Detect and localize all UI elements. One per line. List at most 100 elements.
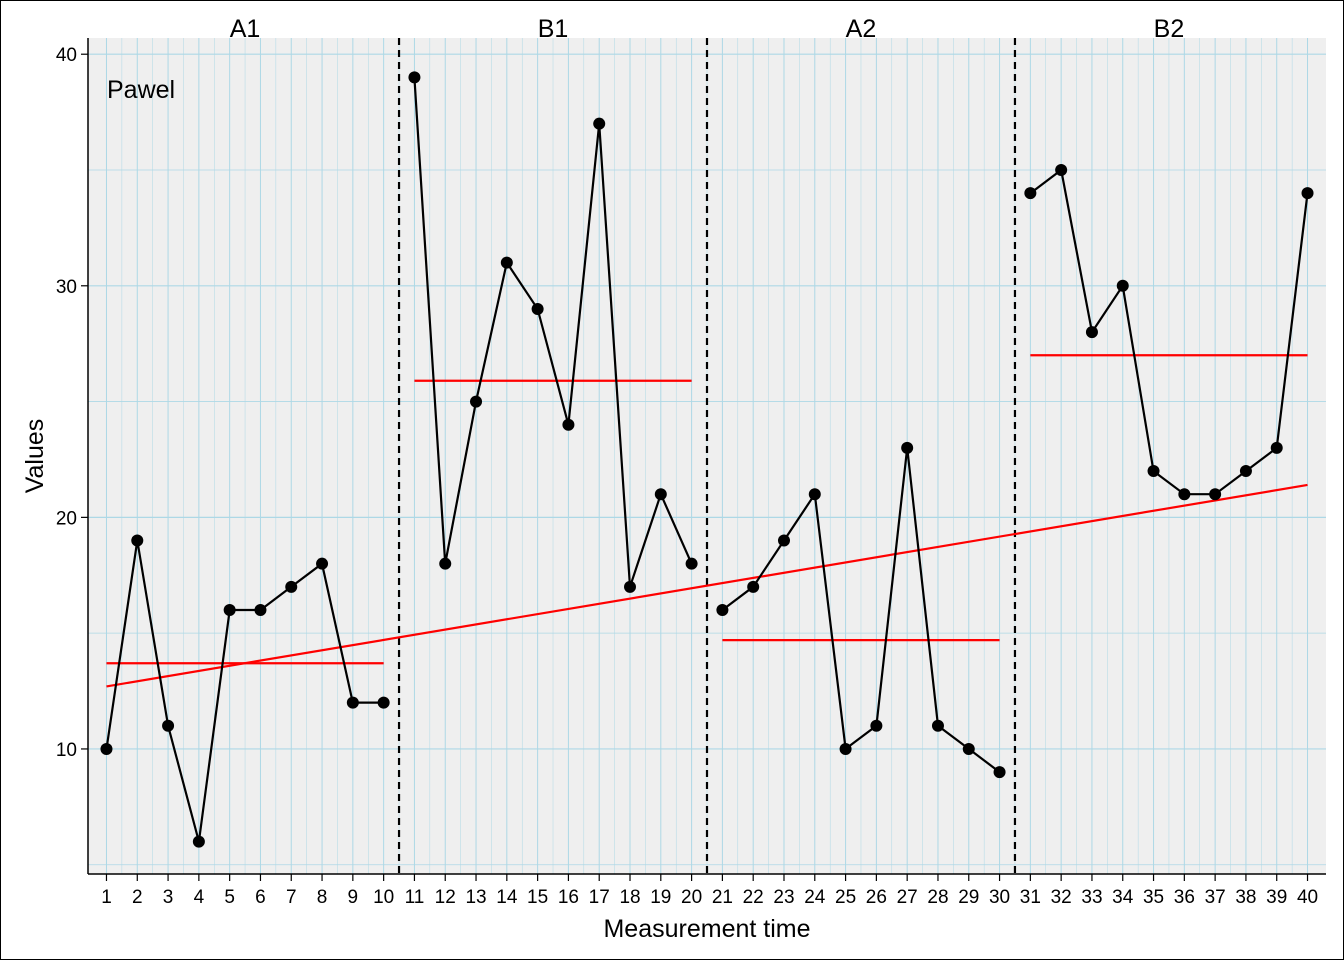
- series-line: [413, 77, 693, 588]
- data-point: [839, 742, 852, 755]
- series-line: [105, 540, 384, 842]
- x-tick-label: 23: [773, 887, 794, 908]
- data-point: [408, 71, 421, 84]
- x-tick-label: 40: [1297, 887, 1318, 908]
- trend-line: [106, 483, 1308, 688]
- x-tick-label: 33: [1081, 887, 1102, 908]
- x-tick-label: 31: [1020, 887, 1041, 908]
- x-tick-label: 13: [465, 887, 486, 908]
- x-tick-label: 37: [1205, 887, 1226, 908]
- phase-label: A1: [230, 15, 261, 43]
- x-tick-label: 22: [743, 887, 764, 908]
- data-point: [531, 302, 544, 315]
- x-tick-label: 10: [373, 887, 394, 908]
- data-point: [470, 395, 483, 408]
- grid-layer: [88, 38, 1326, 874]
- x-tick-label: 39: [1266, 887, 1287, 908]
- x-tick-label: 27: [897, 887, 918, 908]
- x-tick-label: 38: [1235, 887, 1256, 908]
- data-point: [870, 719, 883, 732]
- data-point: [1116, 279, 1129, 292]
- x-axis-title: Measurement time: [603, 915, 810, 943]
- x-tick-label: 8: [317, 887, 328, 908]
- data-point: [562, 418, 575, 431]
- x-tick-label: 26: [866, 887, 887, 908]
- x-tick-label: 30: [989, 887, 1010, 908]
- x-tick-label: 7: [286, 887, 297, 908]
- axes: 1 2 3 4 5 6 7 8 9 10 11 12 13 14 15 16 17 18 19 20 21 22 23 24 2…: [56, 38, 1326, 908]
- data-point: [1270, 441, 1283, 454]
- x-tick-label: 25: [835, 887, 856, 908]
- data-point: [1301, 187, 1314, 200]
- data-point: [254, 604, 267, 616]
- x-tick-label: 3: [163, 887, 174, 908]
- x-tick-label: 28: [927, 887, 948, 908]
- data-point: [500, 256, 513, 269]
- data-point: [131, 534, 144, 547]
- x-tick-label: 24: [804, 887, 826, 908]
- x-tick-label: 19: [650, 887, 671, 908]
- x-tick-label: 4: [194, 887, 205, 908]
- data-point: [931, 719, 944, 732]
- data-point: [192, 835, 205, 848]
- y-tick-label: 10: [56, 740, 77, 761]
- data-point: [1085, 326, 1098, 339]
- data-point: [901, 441, 914, 454]
- data-point: [100, 742, 113, 755]
- y-axis-title: Values: [21, 419, 49, 494]
- data-point: [808, 488, 821, 501]
- labels: Pawel Measurement time Values A1 B1 A2 B2: [21, 15, 1184, 943]
- phase-label: A2: [846, 15, 877, 43]
- x-tick-label: 16: [558, 887, 579, 908]
- case-label: Pawel: [107, 76, 175, 104]
- data-point: [1178, 488, 1191, 501]
- x-tick-label: 12: [435, 887, 456, 908]
- data-point: [162, 719, 175, 732]
- x-tick-label: 35: [1143, 887, 1164, 908]
- data-point: [654, 488, 667, 501]
- phase-boundaries: [397, 38, 1017, 874]
- data-point: [439, 557, 452, 570]
- x-tick-label: 6: [255, 887, 266, 908]
- x-tick-label: 21: [712, 887, 733, 908]
- x-tick-label: 2: [132, 887, 143, 908]
- x-tick-label: 9: [348, 887, 359, 908]
- phase-label: B1: [538, 15, 569, 43]
- data-point: [223, 604, 236, 616]
- x-tick-label: 5: [224, 887, 235, 908]
- y-tick-label: 20: [56, 508, 77, 529]
- x-tick-label: 18: [619, 887, 640, 908]
- y-tick-label: 30: [56, 277, 77, 298]
- data-point: [747, 580, 760, 593]
- x-tick-label: 14: [496, 887, 518, 908]
- data-point: [993, 766, 1006, 779]
- data-point: [685, 557, 698, 570]
- data-point: [377, 696, 390, 709]
- x-tick-label: 11: [405, 887, 425, 908]
- data-point: [316, 557, 329, 570]
- data-point: [1055, 164, 1068, 176]
- data-point: [1024, 187, 1037, 200]
- x-tick-label: 15: [527, 887, 548, 908]
- data-point: [624, 580, 637, 593]
- series-layer: [100, 71, 1314, 848]
- data-point: [962, 742, 975, 755]
- x-tick-label: 17: [589, 887, 610, 908]
- data-point: [716, 604, 729, 616]
- series-line: [1029, 168, 1309, 496]
- x-tick-label: 34: [1112, 887, 1134, 908]
- series-line: [721, 447, 1001, 773]
- data-point: [593, 117, 606, 130]
- data-point: [1147, 465, 1160, 478]
- x-tick-label: 32: [1051, 887, 1072, 908]
- data-point: [285, 580, 298, 593]
- x-tick-label: 20: [681, 887, 702, 908]
- data-point: [1209, 488, 1222, 501]
- phase-label: B2: [1154, 15, 1185, 43]
- trend-line-layer: [106, 483, 1308, 688]
- x-tick-label: 1: [101, 887, 112, 908]
- data-point: [777, 534, 790, 547]
- data-point: [1239, 465, 1252, 478]
- y-tick-label: 40: [56, 45, 77, 66]
